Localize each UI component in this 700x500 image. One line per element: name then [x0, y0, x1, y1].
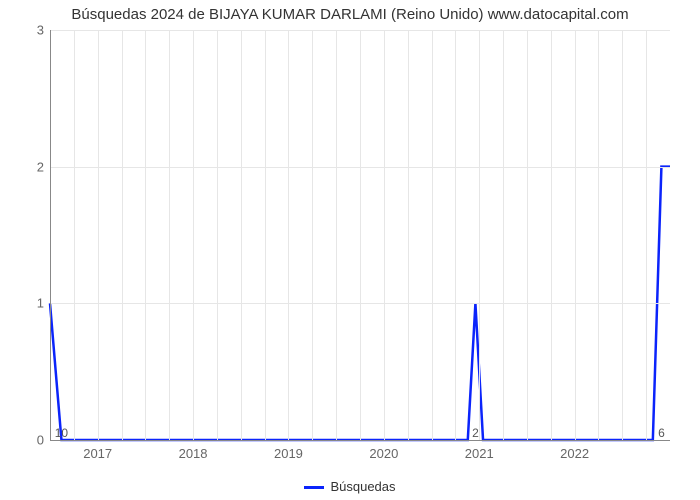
x-tick-label: 2019 — [258, 446, 318, 461]
grid-line-vertical-minor — [145, 30, 146, 440]
grid-line-vertical-minor — [217, 30, 218, 440]
grid-line-vertical-minor — [503, 30, 504, 440]
x-tick-label: 2020 — [354, 446, 414, 461]
grid-line-vertical — [479, 30, 480, 440]
count-annotation: 10 — [55, 426, 68, 440]
grid-line-vertical-minor — [408, 30, 409, 440]
grid-line-horizontal — [50, 30, 670, 31]
y-tick-label: 3 — [4, 23, 44, 38]
grid-line-vertical-minor — [527, 30, 528, 440]
grid-line-vertical-minor — [455, 30, 456, 440]
plot-area — [50, 30, 670, 440]
grid-line-vertical — [288, 30, 289, 440]
grid-line-vertical-minor — [336, 30, 337, 440]
grid-line-vertical-minor — [265, 30, 266, 440]
legend: Búsquedas — [0, 479, 700, 494]
grid-line-vertical-minor — [360, 30, 361, 440]
chart-title: Búsquedas 2024 de BIJAYA KUMAR DARLAMI (… — [0, 6, 700, 23]
chart-container: Búsquedas 2024 de BIJAYA KUMAR DARLAMI (… — [0, 0, 700, 500]
grid-line-vertical — [575, 30, 576, 440]
grid-line-vertical-minor — [551, 30, 552, 440]
legend-swatch — [304, 486, 324, 489]
legend-label: Búsquedas — [330, 479, 395, 494]
grid-line-vertical-minor — [122, 30, 123, 440]
x-tick-label: 2017 — [68, 446, 128, 461]
y-tick-label: 0 — [4, 433, 44, 448]
grid-line-vertical — [384, 30, 385, 440]
count-annotation: 2 — [472, 426, 479, 440]
y-tick-label: 2 — [4, 159, 44, 174]
grid-line-vertical — [193, 30, 194, 440]
grid-line-vertical-minor — [169, 30, 170, 440]
grid-line-vertical-minor — [312, 30, 313, 440]
x-tick-label: 2018 — [163, 446, 223, 461]
grid-line-vertical — [98, 30, 99, 440]
x-tick-label: 2022 — [545, 446, 605, 461]
grid-line-vertical-minor — [241, 30, 242, 440]
y-tick-label: 1 — [4, 296, 44, 311]
grid-line-vertical-minor — [646, 30, 647, 440]
grid-line-horizontal — [50, 303, 670, 304]
grid-line-vertical-minor — [74, 30, 75, 440]
x-tick-label: 2021 — [449, 446, 509, 461]
x-axis-line — [50, 440, 670, 441]
grid-line-vertical-minor — [432, 30, 433, 440]
y-axis-line — [50, 30, 51, 440]
grid-line-vertical-minor — [622, 30, 623, 440]
count-annotation: 6 — [658, 426, 665, 440]
grid-line-vertical-minor — [598, 30, 599, 440]
grid-line-horizontal — [50, 167, 670, 168]
